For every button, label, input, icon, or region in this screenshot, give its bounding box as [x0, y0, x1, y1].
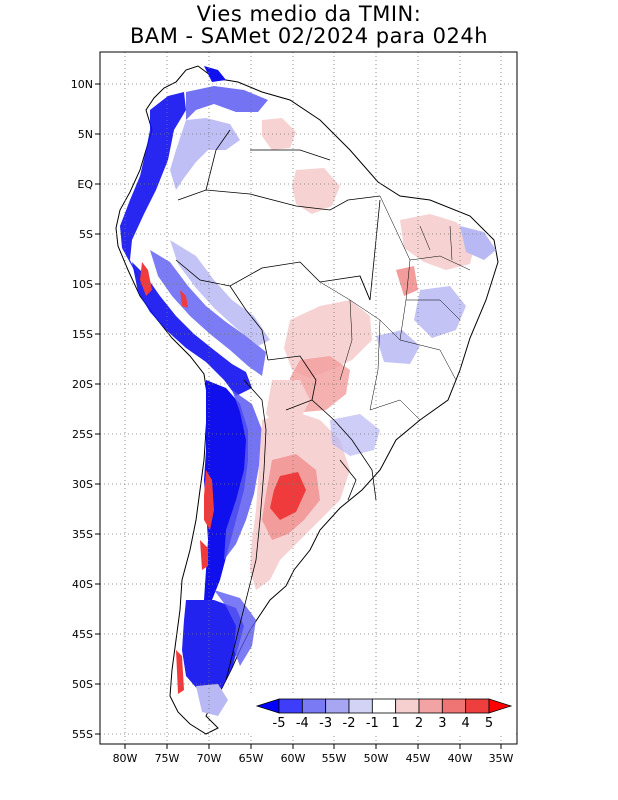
colorbar-label: 3	[438, 716, 446, 731]
colorbar-label: 4	[462, 716, 470, 731]
lat-label: 15S	[72, 328, 93, 341]
bias-patch	[186, 86, 268, 120]
lon-label: 70W	[197, 752, 222, 765]
lon-label: 35W	[489, 752, 514, 765]
lat-label: 30S	[72, 478, 93, 491]
colorbar-cell	[348, 698, 373, 714]
colorbar-cell	[441, 698, 467, 714]
lat-label: 20S	[72, 378, 93, 391]
lon-labels: 80W 75W 70W 65W 60W 55W 50W 45W 40W 35W	[113, 752, 514, 765]
bias-patch	[170, 240, 270, 346]
colorbar-cell	[418, 698, 443, 714]
lon-label: 40W	[448, 752, 473, 765]
colorbar-label: -2	[343, 716, 356, 731]
country-borders	[175, 129, 381, 681]
lat-labels: 10N 5N EQ 5S 10S 15S 20S 25S 30S 35S 40S…	[71, 78, 94, 741]
bias-patch	[150, 250, 266, 376]
colorbar-label: 2	[415, 716, 423, 731]
colorbar-label: 1	[392, 716, 400, 731]
bias-patch	[262, 118, 296, 150]
bias-patch	[170, 118, 240, 190]
bias-patch	[396, 266, 418, 296]
lat-label: 10N	[71, 78, 93, 91]
bias-patch	[414, 286, 466, 338]
lon-label: 75W	[155, 752, 180, 765]
lon-label: 55W	[322, 752, 347, 765]
lon-label: 60W	[281, 752, 306, 765]
lat-label: 45S	[72, 628, 93, 641]
bias-patch	[460, 226, 496, 260]
bias-patch	[266, 380, 310, 430]
lat-label: 10S	[72, 278, 93, 291]
map-title-line2: BAM - SAMet 02/2024 para 024h	[129, 24, 489, 48]
lat-label: 25S	[72, 428, 93, 441]
lat-label: 5S	[79, 228, 93, 241]
plot-frame	[99, 51, 518, 745]
lon-label: 80W	[113, 752, 138, 765]
bias-patch	[132, 262, 252, 396]
colorbar-arrow-right	[488, 698, 513, 714]
bias-patch	[180, 290, 188, 308]
tick-marks	[95, 83, 502, 749]
bias-patch	[200, 540, 208, 570]
bias-patch	[140, 262, 152, 296]
state-borders	[319, 195, 471, 421]
lat-label: EQ	[77, 178, 93, 191]
lon-label: 45W	[406, 752, 431, 765]
colorbar-cell	[278, 698, 303, 714]
lat-label: 40S	[72, 578, 93, 591]
gridlines	[100, 52, 517, 744]
bias-patch	[400, 214, 476, 270]
colorbar-label: -4	[296, 716, 309, 731]
colorbar-label: -3	[319, 716, 332, 731]
lat-label: 35S	[72, 528, 93, 541]
colorbar-cell	[325, 698, 350, 714]
bias-patch	[376, 330, 420, 364]
bias-patch	[176, 650, 184, 694]
colorbar-label: -5	[273, 716, 286, 731]
lat-label: 55S	[72, 728, 93, 741]
bias-patch	[204, 66, 226, 82]
bias-patch	[284, 300, 372, 378]
colorbar-label: 5	[485, 716, 493, 731]
lat-label: 50S	[72, 678, 93, 691]
bias-patch	[120, 92, 186, 280]
colorbar-label: -1	[366, 716, 379, 731]
lon-label: 65W	[239, 752, 264, 765]
colorbar-cell	[301, 698, 327, 714]
map-title-line1: Vies medio da TMIN:	[196, 2, 422, 26]
colorbar: -5 -4 -3 -2 -1 1 2 3 4 5	[250, 695, 516, 735]
colorbar-cell	[371, 698, 397, 714]
colorbar-cell	[395, 698, 420, 714]
lat-label: 5N	[78, 128, 93, 141]
bias-patch	[330, 414, 380, 456]
bias-patch	[224, 390, 262, 560]
bias-patch	[196, 684, 228, 716]
bias-patch	[214, 590, 256, 666]
bias-patch	[204, 380, 248, 600]
bias-patch	[292, 168, 340, 214]
colorbar-cell	[465, 698, 490, 714]
bias-field	[120, 66, 496, 716]
lon-label: 50W	[364, 752, 389, 765]
